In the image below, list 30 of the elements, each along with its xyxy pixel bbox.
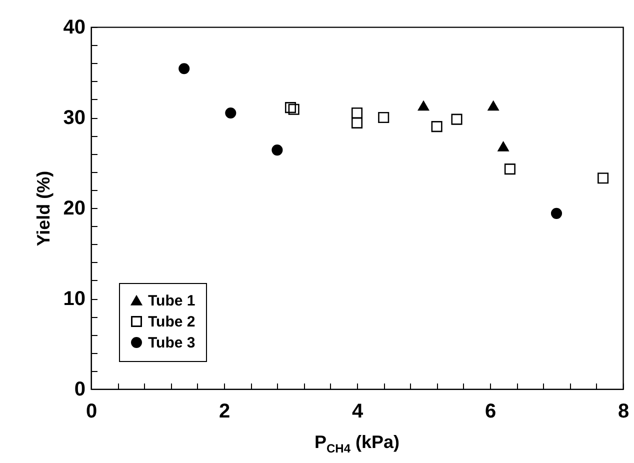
point xyxy=(351,107,363,118)
point xyxy=(284,102,296,114)
point xyxy=(288,104,300,115)
point xyxy=(178,63,190,74)
legend-label: Tube 2 xyxy=(148,314,196,330)
point xyxy=(498,142,509,152)
point xyxy=(431,121,442,132)
point xyxy=(504,164,516,175)
point xyxy=(225,107,236,118)
x-tick-label: 4 xyxy=(352,400,364,422)
y-tick-label: 10 xyxy=(63,288,86,310)
point xyxy=(451,114,462,125)
point xyxy=(550,208,562,219)
y-tick-label: 0 xyxy=(74,378,86,400)
y-tick-label: 30 xyxy=(63,107,86,129)
point xyxy=(378,112,390,124)
x-tick-label: 8 xyxy=(618,400,630,422)
x-tick-label: 2 xyxy=(218,400,230,422)
y-tick-label: 40 xyxy=(63,16,86,38)
x-axis-title: P$_{CH4}$ (kPa) xyxy=(313,432,401,456)
point xyxy=(272,144,283,156)
legend-label: Tube 1 xyxy=(148,292,196,310)
point xyxy=(598,172,609,184)
y-axis-title: Yield (%) xyxy=(33,170,54,246)
y-tick-label: 20 xyxy=(63,198,86,220)
point xyxy=(418,100,430,111)
point xyxy=(488,100,499,111)
legend-label: Tube 3 xyxy=(148,334,196,352)
point xyxy=(351,117,363,128)
x-tick-label: 6 xyxy=(484,400,496,422)
